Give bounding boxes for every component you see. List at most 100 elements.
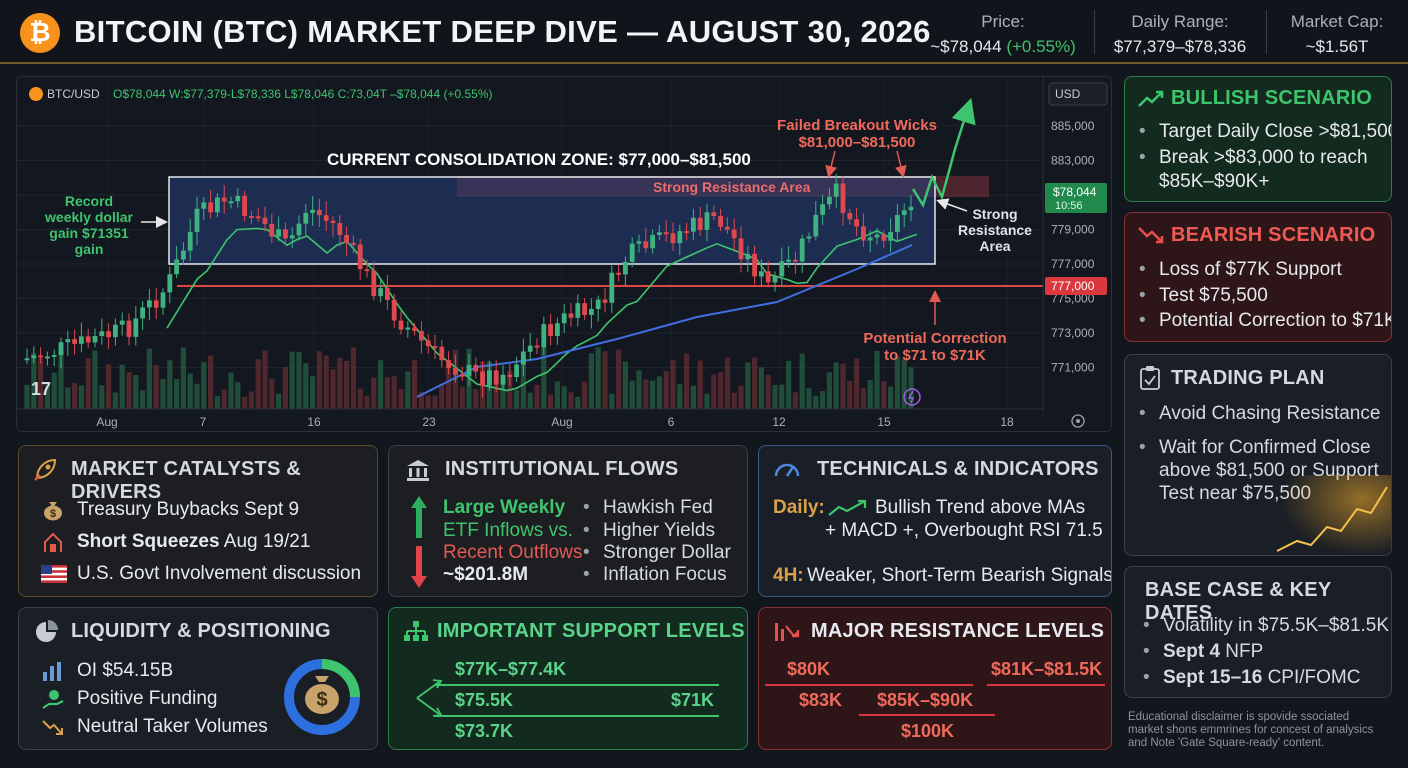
candle-body [425, 340, 431, 347]
catalyst-item: Short Squeezes Aug 19/21 [77, 531, 310, 553]
candle-body [704, 212, 710, 230]
candle-body [439, 346, 445, 361]
liquidity-title: LIQUIDITY & POSITIONING [71, 620, 331, 642]
candle-body [507, 374, 513, 378]
settings-gear-icon[interactable] [1071, 414, 1085, 428]
candle-body [72, 339, 77, 344]
date-event: NFP [1220, 641, 1264, 662]
candle-body [208, 202, 213, 213]
date-event: CPI/FOMC [1262, 667, 1361, 688]
macro-item: Stronger Dollar [583, 542, 731, 564]
flows-line: Recent Outflows [443, 542, 583, 563]
candle-body [854, 219, 859, 227]
daily-label: Daily: [773, 497, 825, 518]
current-price-tag [1045, 183, 1107, 213]
candle-body [85, 336, 91, 343]
support-level: $71K [671, 690, 715, 710]
header-bar: ₿ BITCOIN (BTC) MARKET DEEP DIVE — AUGUS… [0, 0, 1408, 64]
candle-body [901, 210, 907, 216]
btc-small-icon [29, 87, 43, 101]
candle-body [575, 303, 581, 318]
technicals-title: TECHNICALS & INDICATORS [817, 458, 1099, 480]
candle-body [874, 234, 880, 238]
candle-body [296, 223, 302, 236]
volume-bar [473, 389, 479, 409]
chart-ohlc: O$78,044 W:$77,379-L$78,336 L$78,046 C:7… [113, 87, 493, 101]
volume-bar [24, 384, 30, 409]
volume-bar [575, 396, 581, 409]
candle-body [697, 217, 703, 230]
candle-body [867, 237, 873, 241]
volume-bar [310, 376, 316, 409]
volume-bar [738, 385, 744, 409]
candle-body [119, 320, 125, 325]
trading-plan-title: TRADING PLAN [1171, 367, 1325, 389]
volume-bar [602, 351, 608, 409]
price-chart-panel[interactable]: USD 885,000883,000881,000779,000777,0007… [16, 76, 1112, 432]
candle-body [738, 238, 744, 260]
volume-bar [106, 364, 112, 409]
candle-body [51, 354, 57, 357]
consolidation-zone-label: CURRENT CONSOLIDATION ZONE: $77,000–$81,… [327, 150, 751, 169]
candle-body [745, 253, 751, 260]
volume-bar [99, 385, 105, 409]
candle-body [357, 244, 363, 270]
volume-bar [799, 353, 805, 409]
trend-down-small-icon [42, 720, 63, 735]
candle-body [133, 318, 139, 337]
candle-body [351, 243, 356, 246]
volume-bar [439, 385, 445, 409]
candle-body [895, 215, 900, 232]
candle-body [187, 231, 193, 251]
volume-bar [718, 372, 724, 409]
volume-bar [867, 379, 873, 409]
volume-bar [779, 384, 785, 409]
volume-bar [541, 348, 547, 409]
bullish-item: Target Daily Close >$81,500 [1139, 121, 1391, 143]
support-price-tag-value: 777,000 [1051, 279, 1095, 293]
cap-label: Market Cap: [1290, 12, 1384, 31]
candle-body [908, 206, 914, 211]
volume-bar [92, 350, 98, 409]
volume-bar [65, 387, 71, 409]
volume-bar [405, 371, 411, 409]
volume-bar [378, 360, 384, 409]
volume-bar [384, 377, 390, 409]
plan-item-continued: Test near $75,500 [1159, 483, 1312, 504]
candle-body [759, 271, 764, 277]
candle-body [249, 215, 254, 218]
volume-bar [289, 351, 295, 409]
price-tick-label: 885,000 [1051, 119, 1095, 133]
header-divider [1094, 10, 1095, 54]
volume-bar [112, 392, 118, 409]
liquidity-item: OI $54.15B [77, 660, 174, 681]
volume-bar [806, 387, 812, 409]
volume-bar [622, 361, 628, 409]
price-value-row: ~$78,044 (+0.55%) [918, 34, 1088, 59]
correction-label-line-1: Potential Correction [863, 330, 1006, 347]
candle-body [595, 299, 601, 310]
volume-bar [119, 364, 125, 409]
candle-body [718, 216, 723, 227]
volume-bar [235, 382, 241, 409]
volume-bar [792, 392, 798, 409]
candle-body [650, 234, 655, 249]
trend-up-icon [828, 499, 867, 516]
price-axis [1043, 77, 1111, 431]
currency-selector[interactable] [1048, 82, 1108, 106]
candle-body [310, 209, 315, 213]
volume-bar [371, 377, 377, 409]
resistance-band-label: Strong Resistance Area [653, 179, 811, 195]
candle-body [691, 217, 696, 232]
candle-body [323, 215, 329, 221]
lightning-icon[interactable] [903, 388, 921, 406]
candle-body [215, 197, 220, 213]
candle-body [663, 232, 669, 235]
candlestick-chart[interactable]: USD 885,000883,000881,000779,000777,0007… [17, 77, 1112, 432]
candle-body [344, 235, 349, 244]
candle-body [589, 309, 594, 315]
volume-bar [772, 385, 778, 409]
support-level: $75.5K [455, 690, 514, 710]
candle-body [623, 261, 628, 275]
daily-trend-text: Bullish Trend above MAs [875, 497, 1086, 518]
